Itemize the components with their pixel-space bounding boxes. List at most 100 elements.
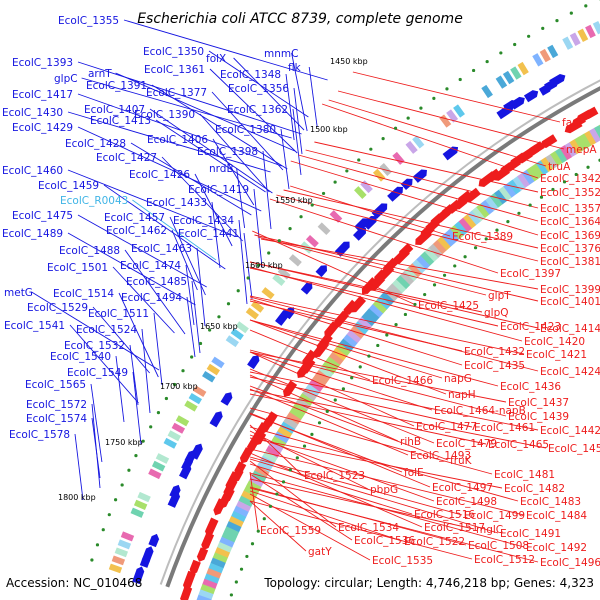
gene-label-reverse[interactable]: EcolC_1433 (146, 197, 207, 209)
gene-label-forward[interactable]: EcolC_1517 (424, 522, 485, 534)
gene-label-forward[interactable]: glpQ (484, 307, 509, 319)
gene-label-forward[interactable]: napG (444, 373, 472, 385)
gene-label-reverse[interactable]: EcolC_1529 (27, 302, 88, 314)
gene-label-forward[interactable]: EcolC_1461 (474, 422, 535, 434)
gene-label-forward[interactable]: EcolC_1439 (508, 411, 569, 423)
gene-label-reverse[interactable]: EcolC_1419 (188, 184, 249, 196)
gene-label-reverse[interactable]: EcolC_1427 (96, 152, 157, 164)
gene-label-forward[interactable]: EcolC_1482 (504, 483, 565, 495)
gene-label-forward[interactable]: EcolC_1399 (540, 284, 600, 296)
gene-label-reverse[interactable]: folX (206, 53, 226, 65)
gene-label-forward[interactable]: EcolC_1483 (520, 496, 581, 508)
gene-label-reverse[interactable]: EcolC_1391 (86, 80, 147, 92)
gene-label-forward[interactable]: EcolC_1536 (354, 535, 415, 547)
gene-label-reverse[interactable]: EcolC_1407 (84, 104, 145, 116)
gene-label-forward[interactable]: EcolC_1357 (540, 203, 600, 215)
gene-label-reverse[interactable]: EcolC_1565 (25, 379, 86, 391)
gene-label-forward[interactable]: EcolC_1423 (500, 321, 561, 333)
gene-label-forward[interactable]: EcolC_1435 (464, 360, 525, 372)
gene-label-forward[interactable]: EcolC_1424 (540, 366, 600, 378)
gene-label-reverse[interactable]: EcolC_1428 (65, 138, 126, 150)
gene-label-reverse[interactable]: EcolC_1429 (12, 122, 73, 134)
gene-label-forward[interactable]: EcolC_1381 (540, 256, 600, 268)
gene-label-reverse[interactable]: EcolC_1457 (104, 212, 165, 224)
gene-label-forward[interactable]: EcolC_1432 (464, 346, 525, 358)
gene-label-forward[interactable]: fadI (562, 117, 582, 129)
gene-label-reverse[interactable]: EcolC_1488 (59, 245, 120, 257)
gene-label-forward[interactable]: napH (448, 389, 476, 401)
gene-label-reverse[interactable]: EcolC_1362 (227, 104, 288, 116)
gene-label-reverse[interactable]: EcolC_1540 (50, 351, 111, 363)
gene-label-forward[interactable]: EcolC_1421 (526, 349, 587, 361)
gene-label-reverse[interactable]: EcolC_R0043 (60, 195, 128, 207)
gene-label-forward[interactable]: glpT (488, 290, 511, 302)
gene-label-forward[interactable]: truA (548, 161, 571, 173)
gene-label-forward[interactable]: EcolC_1492 (526, 542, 587, 554)
gene-label-reverse[interactable]: metG (4, 287, 33, 299)
gene-label-forward[interactable]: EcolC_1496 (540, 557, 600, 569)
gene-label-forward[interactable]: EcolC_1352 (540, 187, 600, 199)
gene-label-forward[interactable]: EcolC_1451 (548, 443, 600, 455)
gene-label-forward[interactable]: EcolC_1522 (404, 536, 465, 548)
gene-label-forward[interactable]: EcolC_1364 (540, 216, 600, 228)
gene-label-reverse[interactable]: flk (288, 62, 302, 74)
gene-label-forward[interactable]: pbpG (370, 484, 398, 496)
gene-label-reverse[interactable]: EcolC_1430 (2, 107, 63, 119)
gene-label-forward[interactable]: EcolC_1425 (418, 300, 479, 312)
gene-label-reverse[interactable]: EcolC_1511 (88, 308, 149, 320)
gene-label-reverse[interactable]: EcolC_1578 (9, 429, 70, 441)
gene-label-reverse[interactable]: EcolC_1475 (12, 210, 73, 222)
gene-label-forward[interactable]: EcolC_1491 (500, 528, 561, 540)
gene-label-reverse[interactable]: EcolC_1350 (143, 46, 204, 58)
gene-label-forward[interactable]: gatY (308, 546, 332, 558)
gene-label-forward[interactable]: EcolC_1484 (526, 510, 587, 522)
gene-label-forward[interactable]: EcolC_1508 (468, 540, 529, 552)
gene-label-reverse[interactable]: EcolC_1501 (47, 262, 108, 274)
gene-label-reverse[interactable]: EcolC_1489 (2, 228, 63, 240)
gene-label-reverse[interactable]: EcolC_1459 (38, 180, 99, 192)
gene-label-reverse[interactable]: EcolC_1524 (76, 324, 137, 336)
gene-label-reverse[interactable]: EcolC_1398 (197, 146, 258, 158)
gene-label-reverse[interactable]: EcolC_1417 (12, 89, 73, 101)
gene-label-forward[interactable]: EcolC_1437 (508, 397, 569, 409)
gene-label-forward[interactable]: EcolC_1401 (540, 296, 600, 308)
gene-label-forward[interactable]: EcolC_1464-napB (434, 405, 526, 417)
gene-label-reverse[interactable]: arnT (88, 68, 112, 80)
gene-label-reverse[interactable]: EcolC_1434 (173, 215, 234, 227)
gene-label-forward[interactable]: EcolC_1466 (372, 375, 433, 387)
gene-label-reverse[interactable]: EcolC_1572 (26, 399, 87, 411)
gene-label-forward[interactable]: EcolC_1499 (464, 510, 525, 522)
gene-label-forward[interactable]: EcolC_1516 (414, 509, 475, 521)
gene-label-reverse[interactable]: EcolC_1474 (120, 260, 181, 272)
gene-label-forward[interactable]: EcolC_1397 (500, 268, 561, 280)
gene-label-forward[interactable]: EcolC_1559 (260, 525, 321, 537)
gene-label-reverse[interactable]: EcolC_1361 (144, 64, 205, 76)
gene-label-reverse[interactable]: EcolC_1390 (134, 109, 195, 121)
gene-label-forward[interactable]: EcolC_1493 (410, 450, 471, 462)
gene-label-reverse[interactable]: EcolC_1413 (90, 115, 151, 127)
gene-label-forward[interactable]: EcolC_1436 (500, 381, 561, 393)
gene-label-reverse[interactable]: EcolC_1356 (228, 83, 289, 95)
gene-label-reverse[interactable]: EcolC_1514 (53, 288, 114, 300)
gene-label-forward[interactable]: EcolC_1376 (540, 243, 600, 255)
gene-label-reverse[interactable]: mnmC (264, 48, 298, 60)
gene-label-reverse[interactable]: EcolC_1441 (178, 228, 239, 240)
gene-label-reverse[interactable]: EcolC_1485 (126, 276, 187, 288)
gene-label-forward[interactable]: EcolC_1512 (474, 554, 535, 566)
gene-label-reverse[interactable]: EcolC_1355 (58, 15, 119, 27)
gene-label-forward[interactable]: EcolC_1477 (416, 421, 477, 433)
gene-label-forward[interactable]: EcolC_1498 (436, 496, 497, 508)
gene-label-forward[interactable]: EcolC_1523 (304, 470, 365, 482)
gene-label-forward[interactable]: EcolC_1342 (540, 173, 600, 185)
gene-label-forward[interactable]: rihB (400, 436, 421, 448)
gene-label-forward[interactable]: EcolC_1479 (436, 438, 497, 450)
gene-label-reverse[interactable]: EcolC_1494 (121, 292, 182, 304)
gene-label-reverse[interactable]: EcolC_1574 (26, 413, 87, 425)
gene-label-forward[interactable]: EcolC_1497 (432, 482, 493, 494)
gene-label-reverse[interactable]: nrdB (209, 163, 234, 175)
gene-label-reverse[interactable]: EcolC_1462 (106, 225, 167, 237)
gene-label-reverse[interactable]: EcolC_1393 (12, 57, 73, 69)
gene-label-reverse[interactable]: EcolC_1463 (131, 243, 192, 255)
gene-label-reverse[interactable]: EcolC_1380 (215, 124, 276, 136)
gene-label-forward[interactable]: EcolC_1420 (524, 336, 585, 348)
